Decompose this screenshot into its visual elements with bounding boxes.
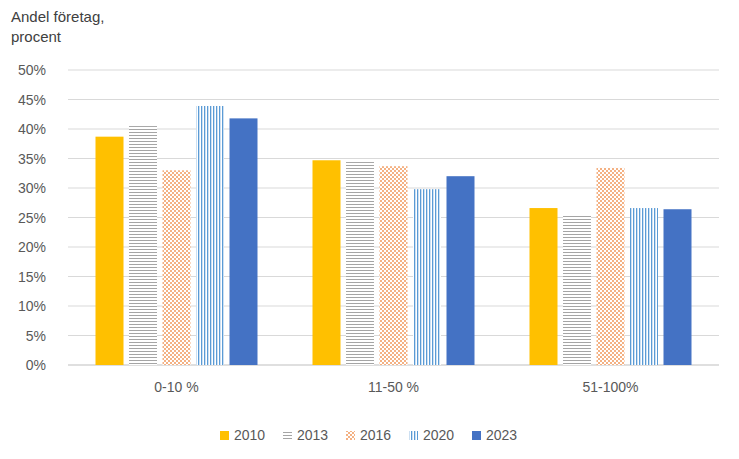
legend-swatch [346,431,355,440]
y-tick-label: 0% [26,357,46,373]
grid-line [68,158,719,159]
y-tick-label: 5% [26,328,46,344]
y-tick-label: 45% [18,92,46,108]
bar [447,176,475,365]
bar [129,126,157,365]
grid-line [68,70,719,71]
y-tick-label: 25% [18,210,46,226]
bar [163,170,191,365]
bar [96,137,124,365]
bar [563,216,591,365]
legend-swatch [472,431,481,440]
chart: 0% 5% 10% 15% 20% 25% 30% 35% 40% 45% 50% Andel för… [0,0,739,459]
legend-label: 2020 [423,427,454,443]
x-tick-label: 0-10 % [154,379,198,395]
bar [530,208,558,365]
bar [413,189,441,365]
y-tick-label: 40% [18,121,46,137]
legend-label: 2023 [486,427,517,443]
legend-swatch [409,431,418,440]
legend-label: 2013 [297,427,328,443]
grid-line [68,99,719,100]
y-tick-label: 50% [18,62,46,78]
legend-label: 2010 [234,427,265,443]
bar [230,118,258,365]
y-tick-label: 10% [18,298,46,314]
legend-label: 2016 [360,427,391,443]
y-tick-label: 15% [18,269,46,285]
bar [196,106,224,365]
bar [664,209,692,365]
legend-swatch [283,431,292,440]
bar [597,168,625,365]
legend-swatch [220,431,229,440]
bars [96,106,692,365]
x-tick-label: 11-50 % [368,379,419,395]
bar [346,162,374,365]
bar [313,160,341,365]
y-tick-label: 35% [18,151,46,167]
bar [380,166,408,365]
y-axis-label: Andel företag,procent [11,8,104,45]
grid-line [68,129,719,130]
y-tick-label: 20% [18,239,46,255]
bar [630,208,658,365]
y-tick-label: 30% [18,180,46,196]
x-tick-label: 51-100% [582,379,638,395]
